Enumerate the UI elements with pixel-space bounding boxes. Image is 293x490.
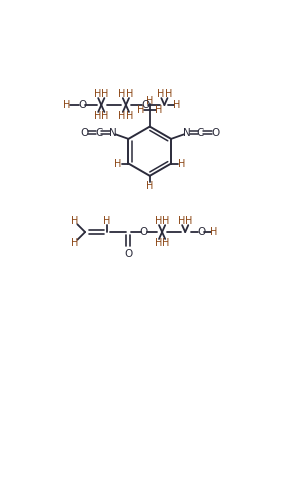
Text: H: H — [210, 227, 217, 237]
Text: O: O — [124, 248, 132, 259]
Text: H: H — [94, 111, 101, 121]
Text: N: N — [109, 128, 117, 138]
Text: O: O — [141, 100, 149, 110]
Text: H: H — [126, 89, 133, 99]
Text: H: H — [101, 89, 109, 99]
Text: O: O — [78, 100, 86, 110]
Text: H: H — [101, 111, 109, 121]
Text: H: H — [178, 216, 185, 226]
Text: H: H — [126, 111, 133, 121]
Text: H: H — [155, 238, 162, 248]
Text: C: C — [96, 128, 103, 138]
Text: H: H — [71, 238, 78, 248]
Text: H: H — [118, 89, 126, 99]
Text: H: H — [155, 216, 162, 226]
Text: H: H — [155, 105, 163, 115]
Text: H: H — [185, 216, 193, 226]
Text: H: H — [162, 238, 170, 248]
Text: H: H — [165, 89, 172, 99]
Text: H: H — [63, 100, 70, 110]
Text: H: H — [103, 216, 110, 226]
Text: O: O — [139, 227, 148, 237]
Text: H: H — [118, 111, 126, 121]
Text: H: H — [94, 89, 101, 99]
Text: H: H — [173, 100, 180, 110]
Text: H: H — [137, 105, 144, 115]
Text: H: H — [71, 216, 78, 226]
Text: H: H — [178, 159, 185, 169]
Text: H: H — [146, 181, 154, 191]
Text: H: H — [114, 159, 121, 169]
Text: O: O — [197, 227, 205, 237]
Text: H: H — [162, 216, 170, 226]
Text: C: C — [197, 128, 204, 138]
Text: O: O — [211, 128, 219, 138]
Text: O: O — [80, 128, 89, 138]
Text: H: H — [146, 96, 154, 106]
Text: H: H — [157, 89, 164, 99]
Text: N: N — [183, 128, 190, 138]
